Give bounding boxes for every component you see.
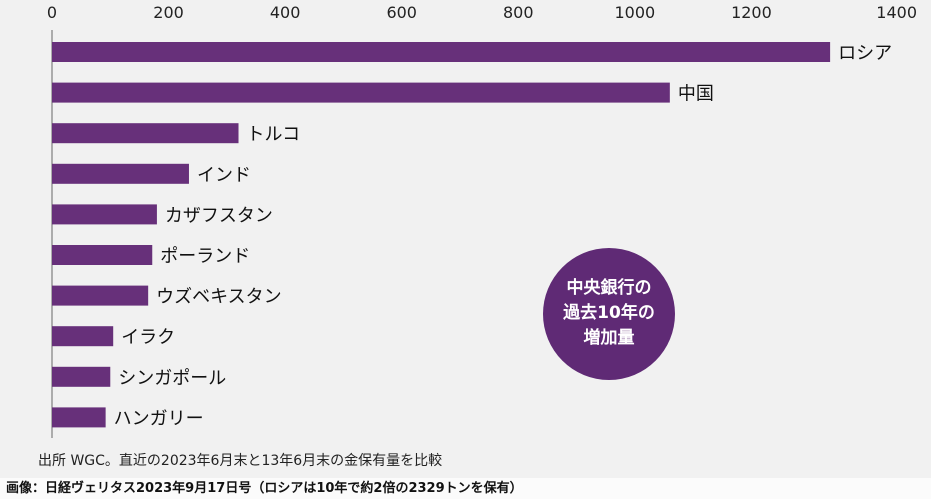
source-note: 出所 WGC。直近の2023年6月末と13年6月末の金保有量を比較: [38, 453, 443, 469]
x-tick-label: 1200: [731, 3, 772, 22]
category-labels: ロシア中国トルコインドカザフスタンポーランドウズベキスタンイラクシンガポールハン…: [114, 43, 892, 429]
x-tick-label: 400: [270, 3, 301, 22]
category-label: ロシア: [838, 43, 892, 64]
image-caption: 画像：日経ヴェリタス2023年9月17日号（ロシアは10年で約2倍の2329トン…: [0, 478, 931, 499]
badge-line-2: 過去10年の: [563, 302, 655, 323]
category-label: ポーランド: [160, 246, 250, 267]
x-tick-label: 800: [503, 3, 534, 22]
category-label: カザフスタン: [165, 205, 273, 226]
bar: [52, 123, 239, 144]
category-label: ウズベキスタン: [156, 287, 281, 308]
category-label: シンガポール: [118, 368, 226, 389]
x-tick-label: 200: [153, 3, 184, 22]
bar-chart: 0 200 400 600 800 1000 1200 1400 ロシア中国トルコインドカザフ…: [47, 3, 917, 438]
bar: [52, 326, 114, 347]
bar: [52, 204, 157, 225]
bar: [52, 42, 831, 62]
bar: [52, 285, 149, 306]
bar: [52, 245, 153, 265]
x-tick-label: 600: [386, 3, 417, 22]
category-label: トルコ: [247, 124, 301, 145]
badge-line-1: 中央銀行の: [567, 277, 652, 298]
x-tick-label: 0: [47, 3, 57, 22]
category-label: インド: [197, 165, 251, 186]
x-tick-label: 1000: [614, 3, 655, 22]
category-label: イラク: [121, 327, 175, 348]
bar: [52, 366, 111, 387]
badge-circle: [543, 248, 675, 380]
category-label: 中国: [678, 84, 714, 105]
bar: [52, 163, 189, 184]
badge: 中央銀行の 過去10年の 増加量: [543, 248, 675, 380]
category-label: ハンガリー: [114, 408, 204, 429]
bar: [52, 82, 670, 103]
x-tick-labels: 0 200 400 600 800 1000 1200 1400: [47, 3, 917, 22]
bars: [52, 42, 831, 428]
badge-line-3: 増加量: [584, 327, 635, 348]
x-tick-label: 1400: [876, 3, 917, 22]
bar: [52, 407, 106, 428]
